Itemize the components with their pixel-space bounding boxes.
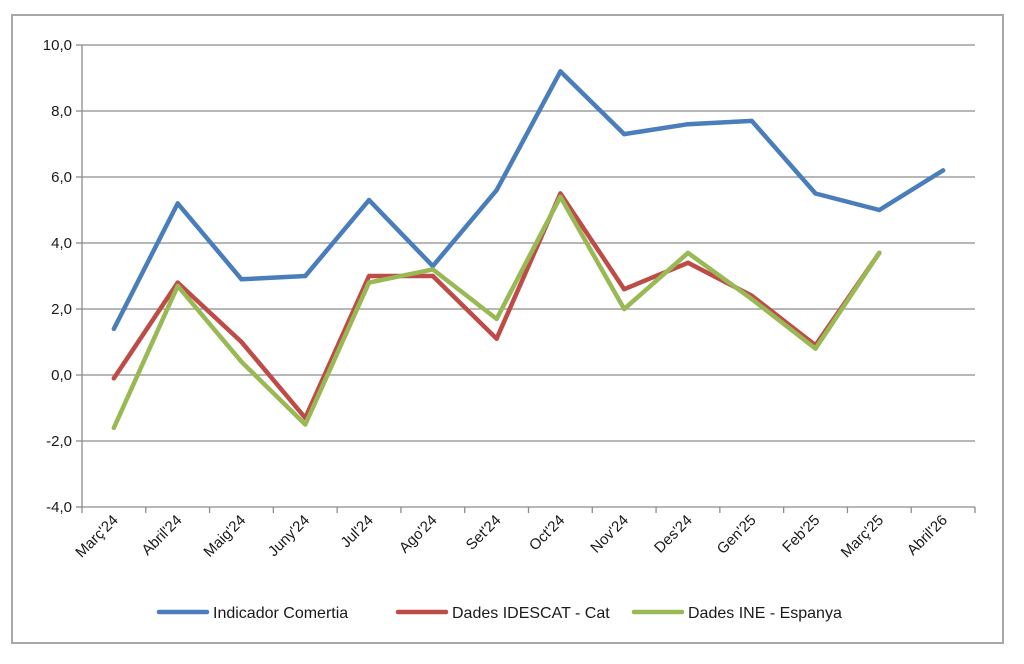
- data-point: [175, 283, 180, 289]
- series-line-2: [111, 191, 882, 421]
- data-point: [175, 280, 180, 285]
- data-point: [685, 122, 691, 127]
- data-point: [494, 336, 499, 341]
- data-point: [558, 69, 563, 74]
- x-tick-label: Oct'24: [526, 512, 568, 554]
- x-tick-label: Abril'24: [138, 512, 185, 559]
- y-tick-label: 2,0: [51, 301, 72, 318]
- data-point: [494, 188, 499, 193]
- y-tick-label: -2,0: [46, 433, 72, 450]
- x-tick-label: Ago'24: [396, 512, 441, 557]
- legend: Indicador Comertia Dades IDESCAT - Cat Dad…: [156, 605, 842, 622]
- data-point: [430, 273, 436, 279]
- data-point: [749, 118, 754, 124]
- data-point: [366, 197, 372, 203]
- data-point: [111, 376, 117, 381]
- legend-label: Indicador Comertia: [213, 605, 348, 622]
- data-point: [366, 280, 372, 285]
- data-point: [111, 326, 117, 331]
- x-tick-label: Maig'24: [200, 512, 249, 561]
- x-tick-label: Abril'26: [904, 512, 951, 559]
- data-point: [877, 207, 882, 213]
- y-tick-label: 6,0: [51, 169, 72, 186]
- chart-frame: -4,0 -2,0 0,0 2,0 4,0 6,0 8,0 10,0 Març'24 Abril…: [11, 14, 1004, 644]
- y-tick-label: 10,0: [43, 37, 72, 54]
- legend-label: Dades INE - Espanya: [688, 605, 842, 622]
- data-point: [877, 250, 882, 256]
- series-line-3: [111, 194, 882, 431]
- series-lines: [111, 69, 946, 431]
- x-tick-label: Set'24: [463, 512, 505, 554]
- y-tick-label: 0,0: [51, 367, 72, 384]
- data-point: [366, 273, 372, 279]
- data-point: [685, 260, 691, 265]
- data-point: [621, 306, 627, 312]
- x-tick-label: Nov'24: [587, 512, 632, 557]
- data-point: [685, 250, 691, 256]
- data-point: [940, 168, 946, 173]
- data-point: [430, 263, 436, 269]
- data-point: [239, 277, 244, 282]
- data-point: [621, 131, 627, 137]
- y-tick-label: 4,0: [51, 235, 72, 252]
- data-point: [558, 194, 563, 199]
- x-tick-label: Feb'25: [779, 512, 823, 556]
- line-chart: -4,0 -2,0 0,0 2,0 4,0 6,0 8,0 10,0 Març'24 Abril…: [43, 37, 976, 622]
- data-point: [303, 422, 308, 427]
- y-tick-label: 8,0: [51, 103, 72, 120]
- data-point: [175, 201, 180, 206]
- y-axis-tick-labels: -4,0 -2,0 0,0 2,0 4,0 6,0 8,0 10,0: [43, 37, 72, 516]
- x-tick-label: Juny'24: [265, 512, 313, 560]
- data-point: [430, 267, 436, 272]
- x-tick-label: Jul'24: [337, 512, 376, 551]
- data-point: [239, 339, 244, 345]
- data-point: [621, 287, 627, 292]
- x-tick-label: Gen'25: [714, 512, 760, 558]
- data-point: [558, 191, 563, 196]
- data-point: [494, 316, 499, 322]
- legend-label: Dades IDESCAT - Cat: [452, 605, 610, 622]
- data-point: [749, 296, 754, 302]
- x-axis-tick-labels: Març'24 Abril'24 Maig'24 Juny'24 Jul'24 Ago'2…: [72, 512, 951, 561]
- axes: [76, 44, 976, 513]
- x-tick-label: Març'25: [838, 512, 887, 561]
- data-point: [239, 359, 244, 364]
- data-point: [303, 273, 308, 279]
- data-point: [813, 191, 818, 196]
- series-line-1: [111, 69, 946, 332]
- x-tick-label: Març'24: [72, 512, 121, 561]
- x-tick-label: Des'24: [651, 512, 696, 557]
- gridlines: [82, 44, 975, 508]
- y-tick-label: -4,0: [46, 499, 72, 516]
- data-point: [111, 425, 117, 430]
- data-point: [813, 346, 818, 351]
